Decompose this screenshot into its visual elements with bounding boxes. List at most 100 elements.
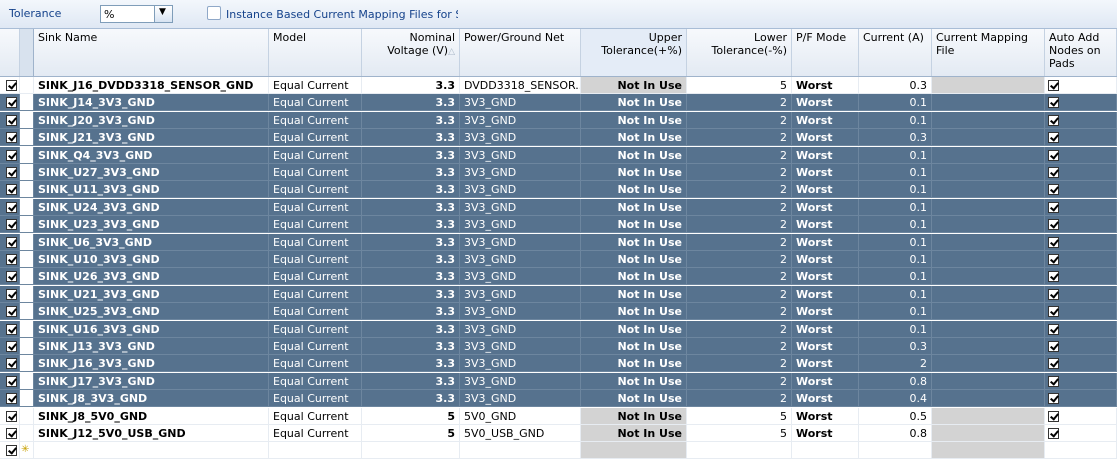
upper-tolerance-cell[interactable]: Not In Use [581,285,687,303]
table-row[interactable]: SINK_U26_3V3_GND Equal Current 3.3 3V3_GND N… [0,268,1117,286]
voltage-cell[interactable]: 3.3 [362,94,460,112]
lower-tolerance-cell[interactable]: 5 [687,425,792,442]
upper-tolerance-cell[interactable]: Not In Use [581,164,687,181]
net-cell[interactable]: 3V3_GND [460,94,581,112]
voltage-cell[interactable]: 5 [362,407,460,425]
model-cell[interactable]: Equal Current [269,303,362,321]
sink-name-cell[interactable]: SINK_J8_5V0_GND [34,407,269,425]
mapping-file-cell[interactable] [932,372,1045,390]
sink-name-cell[interactable]: SINK_J16_3V3_GND [34,355,269,373]
model-cell[interactable]: Equal Current [269,216,362,234]
pf-mode-cell[interactable]: Worst [792,111,859,129]
model-cell[interactable]: Equal Current [269,251,362,268]
pf-mode-cell[interactable]: Worst [792,129,859,147]
new-row-cell[interactable] [460,442,581,460]
model-cell[interactable]: Equal Current [269,268,362,286]
row-select-cell[interactable] [0,303,20,321]
voltage-cell[interactable]: 3.3 [362,338,460,355]
mapping-file-cell[interactable] [932,129,1045,147]
auto-add-cell[interactable] [1045,146,1117,164]
auto-add-cell[interactable] [1045,111,1117,129]
instance-mapping-checkbox[interactable] [207,6,221,20]
row-checkbox[interactable] [6,306,17,318]
auto-add-checkbox[interactable] [1048,323,1059,335]
current-cell[interactable]: 0.5 [859,407,932,425]
net-cell[interactable]: 3V3_GND [460,164,581,181]
row-checkbox[interactable] [6,149,17,161]
current-cell[interactable]: 0.1 [859,285,932,303]
table-row[interactable]: SINK_U16_3V3_GND Equal Current 3.3 3V3_GND N… [0,320,1117,338]
lower-tolerance-cell[interactable]: 2 [687,285,792,303]
model-cell[interactable]: Equal Current [269,285,362,303]
voltage-cell[interactable]: 3.3 [362,146,460,164]
upper-tolerance-cell[interactable]: Not In Use [581,233,687,251]
pf-mode-cell[interactable]: Worst [792,285,859,303]
new-row[interactable]: ✳ [0,442,1117,460]
header-lower-tolerance[interactable]: Lower Tolerance(-%) [687,29,792,76]
voltage-cell[interactable]: 3.3 [362,303,460,321]
current-cell[interactable]: 0.3 [859,129,932,147]
voltage-cell[interactable]: 3.3 [362,268,460,286]
sink-name-cell[interactable]: SINK_U27_3V3_GND [34,164,269,181]
table-row[interactable]: SINK_U23_3V3_GND Equal Current 3.3 3V3_GND N… [0,216,1117,234]
row-checkbox[interactable] [6,97,17,109]
auto-add-cell[interactable] [1045,285,1117,303]
pf-mode-cell[interactable]: Worst [792,164,859,181]
voltage-cell[interactable]: 3.3 [362,181,460,199]
auto-add-checkbox[interactable] [1048,428,1059,439]
table-row[interactable]: SINK_U10_3V3_GND Equal Current 3.3 3V3_GND N… [0,251,1117,268]
pf-mode-cell[interactable]: Worst [792,216,859,234]
voltage-cell[interactable]: 3.3 [362,390,460,408]
auto-add-checkbox[interactable] [1048,132,1059,144]
lower-tolerance-cell[interactable]: 2 [687,372,792,390]
pf-mode-cell[interactable]: Worst [792,320,859,338]
mapping-file-cell[interactable] [932,407,1045,425]
mapping-file-cell[interactable] [932,77,1045,94]
header-mapping-file[interactable]: Current Mapping File [932,29,1045,76]
net-cell[interactable]: 3V3_GND [460,285,581,303]
upper-tolerance-cell[interactable]: Not In Use [581,198,687,216]
row-select-cell[interactable] [0,146,20,164]
lower-tolerance-cell[interactable]: 2 [687,268,792,286]
row-select-cell[interactable] [0,285,20,303]
net-cell[interactable]: 3V3_GND [460,355,581,373]
auto-add-cell[interactable] [1045,216,1117,234]
auto-add-cell[interactable] [1045,164,1117,181]
table-row[interactable]: SINK_J16_3V3_GND Equal Current 3.3 3V3_GND N… [0,355,1117,373]
header-current[interactable]: Current (A) [859,29,932,76]
lower-tolerance-cell[interactable]: 2 [687,164,792,181]
net-cell[interactable]: 3V3_GND [460,390,581,408]
mapping-file-cell[interactable] [932,146,1045,164]
sink-name-cell[interactable]: SINK_U26_3V3_GND [34,268,269,286]
header-auto-add[interactable]: Auto Add Nodes on Pads [1045,29,1117,76]
upper-tolerance-cell[interactable]: Not In Use [581,268,687,286]
net-cell[interactable]: 5V0_USB_GND [460,425,581,442]
upper-tolerance-cell[interactable]: Not In Use [581,390,687,408]
auto-add-checkbox[interactable] [1048,236,1059,248]
voltage-cell[interactable]: 3.3 [362,216,460,234]
net-cell[interactable]: DVDD3318_SENSOR... [460,77,581,94]
current-cell[interactable]: 0.1 [859,251,932,268]
auto-add-checkbox[interactable] [1048,80,1059,91]
row-select-cell[interactable] [0,338,20,355]
pf-mode-cell[interactable]: Worst [792,425,859,442]
header-sink-name[interactable]: Sink Name [34,29,269,76]
auto-add-cell[interactable] [1045,181,1117,199]
model-cell[interactable]: Equal Current [269,198,362,216]
auto-add-checkbox[interactable] [1048,254,1059,265]
model-cell[interactable]: Equal Current [269,111,362,129]
voltage-cell[interactable]: 3.3 [362,111,460,129]
model-cell[interactable]: Equal Current [269,407,362,425]
mapping-file-cell[interactable] [932,303,1045,321]
row-checkbox[interactable] [6,428,17,439]
upper-tolerance-cell[interactable]: Not In Use [581,425,687,442]
table-row[interactable]: SINK_J8_3V3_GND Equal Current 3.3 3V3_GND No… [0,390,1117,408]
auto-add-cell[interactable] [1045,425,1117,442]
sink-name-cell[interactable]: SINK_J13_3V3_GND [34,338,269,355]
lower-tolerance-cell[interactable]: 2 [687,129,792,147]
auto-add-checkbox[interactable] [1048,149,1059,161]
table-row[interactable]: SINK_J13_3V3_GND Equal Current 3.3 3V3_GND N… [0,338,1117,355]
mapping-file-cell[interactable] [932,320,1045,338]
row-checkbox[interactable] [6,236,17,248]
instance-mapping-label[interactable]: Instance Based Current Mapping Files for… [226,8,458,21]
